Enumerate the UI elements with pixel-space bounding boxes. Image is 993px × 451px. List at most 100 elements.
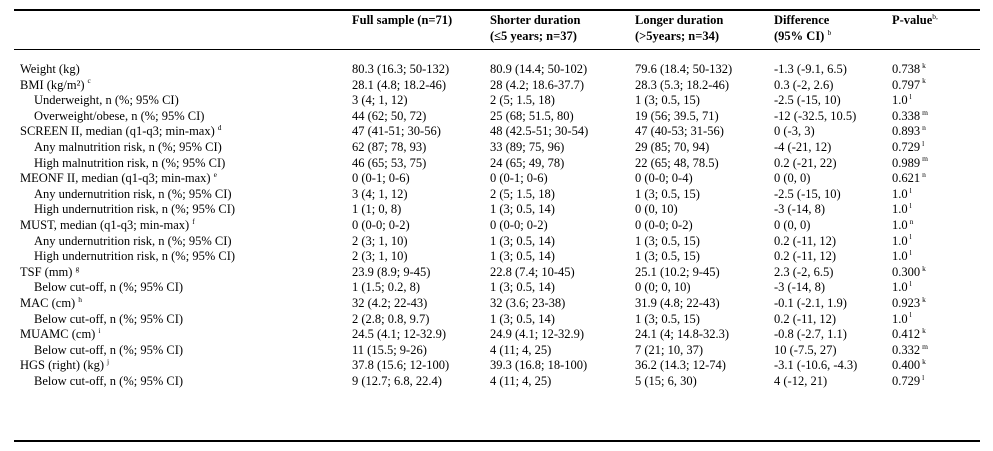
cell-longer-duration: 47 (40-53; 31-56) [635,124,724,139]
cell-longer-duration: 5 (15; 6, 30) [635,373,697,388]
row-label-cell: MUST, median (q1-q3; min-max) f [20,218,195,234]
cell-difference: 0.2 (-21, 22) [774,155,837,170]
cell-p-value-footnote: k [922,76,926,86]
row-label: High malnutrition risk, n (%; 95% CI) [34,155,226,170]
header-shorter-duration-line1: Shorter duration [490,13,581,27]
row-label-cell: Any undernutrition risk, n (%; 95% CI) [34,187,232,203]
cell-p-value-footnote: l [909,279,912,289]
cell-longer-duration: 24.1 (4; 14.8-32.3) [635,327,730,342]
cell-full-sample: 47 (41-51; 30-56) [352,124,441,139]
cell-p-value-wrap: 1.0 l [892,202,912,218]
header-longer-duration-line1: Longer duration [635,13,724,27]
row-label: MUST, median (q1-q3; min-max) [20,217,190,232]
cell-p-value-wrap: 1.0 l [892,280,912,296]
cell-longer-duration: 1 (3; 0.5, 15) [635,186,700,201]
header-shorter-duration: Shorter duration (≤5 years; n=37) [490,12,580,44]
table-body: Weight (kg) 80.3 (16.3; 50-132) 80.9 (14.4… [0,62,993,389]
cell-full-sample: 1 (1; 0, 8) [352,202,402,217]
cell-p-value: 0.412 [892,327,921,342]
row-label-footnote: f [192,216,195,226]
row-label: Below cut-off, n (%; 95% CI) [34,373,184,388]
header-p-value-label: P-value [892,13,933,27]
cell-p-value-footnote: l [922,138,925,148]
cell-p-value-wrap: 1.0 l [892,249,912,265]
cell-full-sample: 62 (87; 78, 93) [352,139,427,154]
cell-p-value-footnote: l [909,247,912,257]
table-row: Below cut-off, n (%; 95% CI) 1 (1.5; 0.2,… [0,280,993,296]
row-label: Any undernutrition risk, n (%; 95% CI) [34,186,232,201]
cell-difference: -2.5 (-15, 10) [774,93,841,108]
row-label: Below cut-off, n (%; 95% CI) [34,342,184,357]
cell-p-value: 1.0 [892,280,908,295]
row-label: TSF (mm) [20,264,73,279]
cell-shorter-duration: 22.8 (7.4; 10-45) [490,264,575,279]
row-label-cell: High undernutrition risk, n (%; 95% CI) [34,249,235,265]
cell-p-value-footnote: n [909,216,914,226]
cell-p-value-wrap: 0.621 n [892,171,926,187]
cell-longer-duration: 29 (85; 70, 94) [635,139,710,154]
table-row: TSF (mm) g 23.9 (8.9; 9-45) 22.8 (7.4; 10-4… [0,263,993,281]
cell-p-value-wrap: 0.338 m [892,108,928,125]
cell-p-value-footnote: l [909,185,912,195]
header-difference-line2: (95% CI) [774,29,825,43]
table-row: Any malnutrition risk, n (%; 95% CI) 62 (… [0,140,993,156]
header-difference-line2-wrap: (95% CI) b [774,28,831,44]
row-label-cell: Any undernutrition risk, n (%; 95% CI) [34,234,232,250]
cell-longer-duration: 0 (0-0; 0-2) [635,217,693,232]
cell-p-value-footnote: m [922,154,928,164]
cell-shorter-duration: 33 (89; 75, 96) [490,139,565,154]
row-label-footnote: c [87,76,91,86]
cell-p-value-footnote: l [922,372,925,382]
cell-p-value: 0.621 [892,171,921,186]
cell-difference: 0 (0, 0) [774,217,811,232]
cell-longer-duration: 7 (21; 10, 37) [635,342,704,357]
cell-p-value: 0.338 [892,108,921,123]
cell-p-value: 1.0 [892,249,908,264]
cell-full-sample: 28.1 (4.8; 18.2-46) [352,77,447,92]
cell-p-value: 0.989 [892,155,921,170]
cell-difference: 4 (-12, 21) [774,373,828,388]
cell-p-value-wrap: 1.0 l [892,93,912,109]
cell-full-sample: 2 (2.8; 0.8, 9.7) [352,311,430,326]
row-label: High undernutrition risk, n (%; 95% CI) [34,202,236,217]
table-row: BMI (kg/m²) c 28.1 (4.8; 18.2-46) 28 (4.2; … [0,76,993,94]
row-label-cell: Below cut-off, n (%; 95% CI) [34,280,183,296]
cell-shorter-duration: 1 (3; 0.5, 14) [490,233,555,248]
cell-longer-duration: 19 (56; 39.5, 71) [635,108,719,123]
row-label-footnote: h [78,294,82,304]
cell-p-value-footnote: n [922,123,926,133]
cell-difference: 0.2 (-11, 12) [774,249,837,264]
cell-shorter-duration: 28 (4.2; 18.6-37.7) [490,77,585,92]
cell-p-value-footnote: l [909,92,912,102]
cell-p-value: 1.0 [892,311,908,326]
row-label-footnote: g [75,263,80,273]
cell-difference: -0.1 (-2.1, 1.9) [774,295,847,310]
table-row: SCREEN II, median (q1-q3; min-max) d 47 (4… [0,124,993,140]
cell-p-value: 1.0 [892,202,908,217]
table-row: MEONF II, median (q1-q3; min-max) e 0 (0-1… [0,171,993,187]
header-difference-line1: Difference [774,13,830,27]
table-row: Below cut-off, n (%; 95% CI) 9 (12.7; 6.8… [0,372,993,390]
cell-p-value-footnote: n [922,170,926,179]
row-label-cell: Below cut-off, n (%; 95% CI) [34,374,183,390]
row-label-cell: BMI (kg/m²) c [20,76,91,94]
table-row: High undernutrition risk, n (%; 95% CI) 2… [0,249,993,265]
table-row: Below cut-off, n (%; 95% CI) 11 (15.5; 9-… [0,342,993,359]
cell-p-value: 0.893 [892,124,921,139]
cell-longer-duration: 1 (3; 0.5, 15) [635,233,700,248]
cell-shorter-duration: 24 (65; 49, 78) [490,155,565,170]
cell-difference: 0.2 (-11, 12) [774,233,837,248]
cell-shorter-duration: 0 (0-0; 0-2) [490,217,548,232]
cell-p-value-wrap: 0.729 l [892,140,924,156]
table-row: MUST, median (q1-q3; min-max) f 0 (0-0; 0-… [0,218,993,234]
cell-full-sample: 3 (4; 1, 12) [352,93,408,108]
cell-shorter-duration: 1 (3; 0.5, 14) [490,280,555,295]
cell-p-value: 0.400 [892,358,921,373]
cell-p-value-wrap: 0.923 k [892,296,926,312]
cell-p-value: 0.923 [892,295,921,310]
cell-p-value-wrap: 1.0 l [892,233,912,250]
cell-p-value-footnote: l [909,310,912,320]
row-label: High undernutrition risk, n (%; 95% CI) [34,249,236,264]
table-row: MAC (cm) h 32 (4.2; 22-43) 32 (3.6; 23-38) 3… [0,296,993,312]
